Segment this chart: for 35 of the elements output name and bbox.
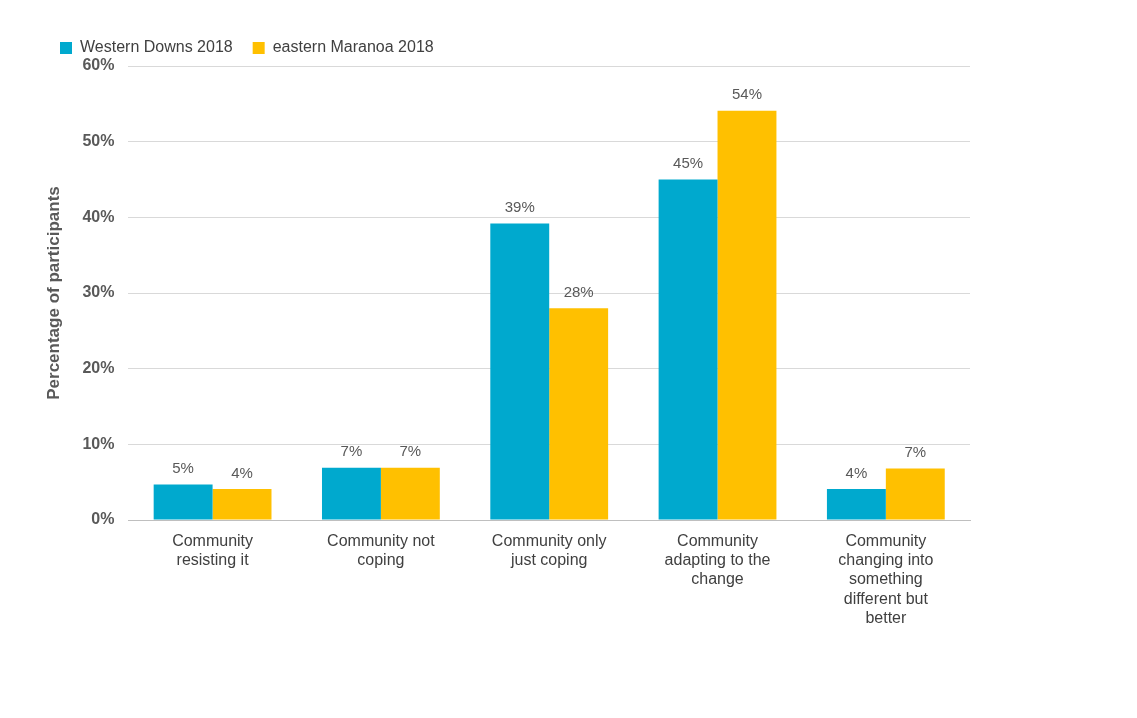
bar bbox=[826, 488, 886, 520]
bar bbox=[658, 179, 718, 520]
x-tick-label: Community not coping bbox=[327, 532, 436, 569]
data-label: 39% bbox=[504, 198, 535, 216]
data-label: 7% bbox=[340, 442, 363, 460]
legend-label: Western Downs 2018 bbox=[80, 38, 233, 56]
data-label: 4% bbox=[845, 463, 868, 481]
y-tick-label: 30% bbox=[82, 283, 115, 301]
data-label: 7% bbox=[904, 443, 927, 461]
legend-label: eastern Maranoa 2018 bbox=[272, 38, 434, 56]
y-tick-label: 50% bbox=[82, 132, 115, 150]
y-tick-label: 20% bbox=[82, 359, 115, 377]
data-label: 54% bbox=[731, 85, 762, 103]
y-axis-title: Percentage of participants bbox=[43, 186, 63, 400]
bar bbox=[717, 110, 777, 520]
x-tick-label: Community resisting it bbox=[172, 532, 254, 569]
bar bbox=[380, 467, 440, 520]
bar bbox=[885, 468, 945, 520]
y-tick-label: 10% bbox=[82, 434, 115, 452]
bar bbox=[321, 467, 381, 520]
x-tick-label: Community only just coping bbox=[491, 532, 607, 569]
bar bbox=[212, 488, 272, 520]
x-tick-label: Community changing into something different but better bbox=[838, 532, 934, 626]
data-label: 28% bbox=[563, 282, 594, 300]
data-label: 45% bbox=[673, 154, 704, 172]
data-label: 5% bbox=[172, 459, 194, 477]
bar bbox=[549, 308, 609, 520]
y-tick-label: 0% bbox=[91, 510, 115, 528]
y-tick-label: 60% bbox=[82, 56, 115, 74]
y-tick-label: 40% bbox=[82, 207, 115, 225]
x-tick-label: Community adapting to the change bbox=[664, 532, 771, 588]
data-label: 4% bbox=[231, 463, 253, 481]
data-label: 7% bbox=[399, 442, 422, 460]
bar bbox=[490, 223, 550, 520]
bar bbox=[153, 484, 213, 520]
